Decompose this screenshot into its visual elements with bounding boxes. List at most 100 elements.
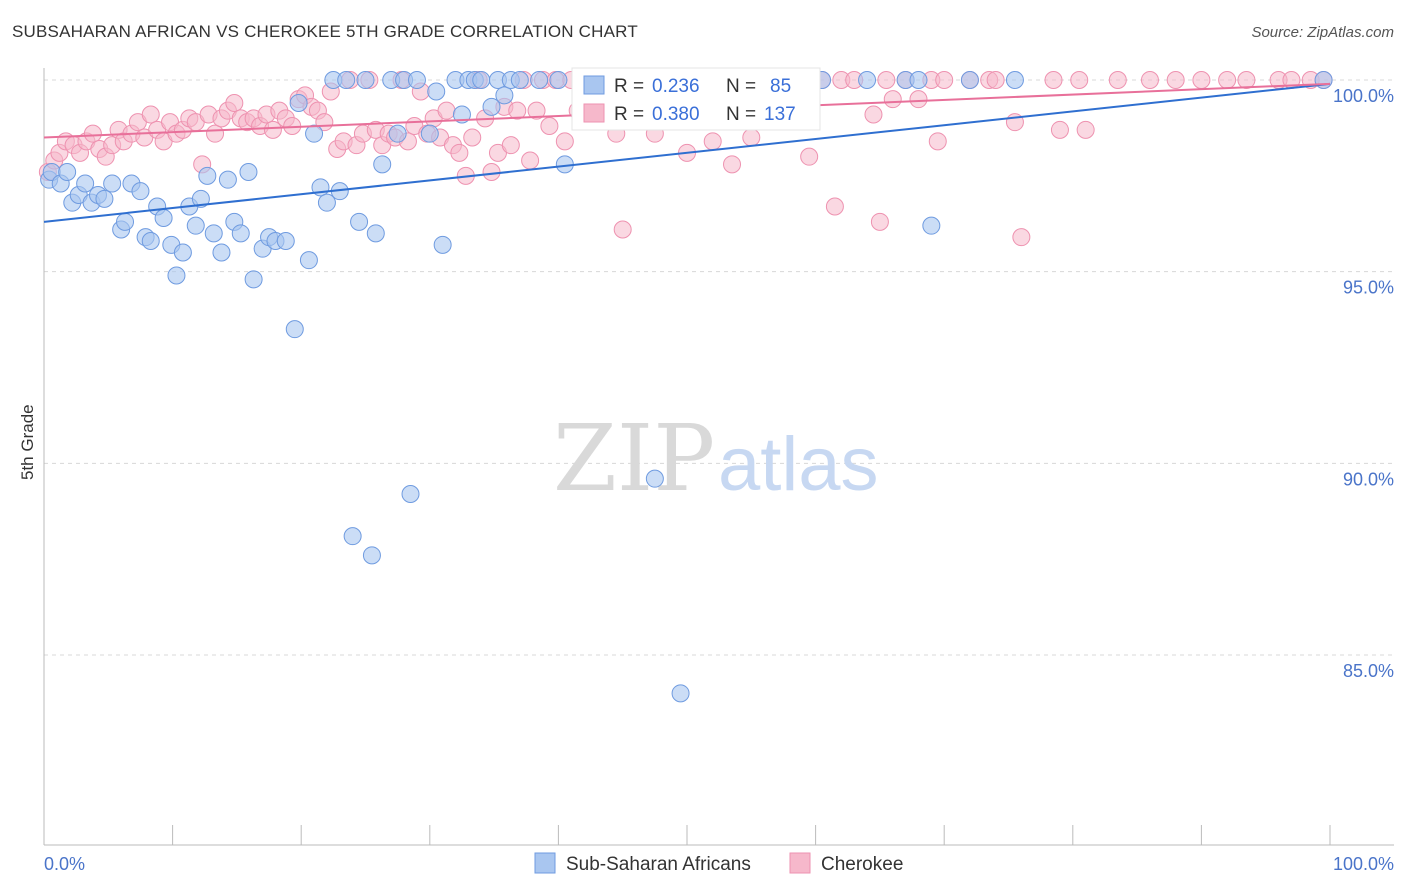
cherokee-point	[225, 94, 244, 112]
stats-pink-r-value: 0.380	[652, 104, 700, 125]
cherokee-point	[723, 155, 742, 174]
cherokee-point	[463, 128, 482, 147]
axes	[43, 68, 1394, 846]
sub-saharan-point	[218, 170, 237, 189]
stats-blue-swatch	[583, 75, 605, 95]
sub-saharan-point	[858, 71, 877, 89]
sub-saharan-point	[433, 235, 452, 254]
cherokee-point	[1108, 71, 1127, 89]
stats-blue-n-value: 85	[770, 76, 791, 97]
legend-label-cherokee: Cherokee	[821, 854, 903, 875]
sub-saharan-point	[76, 174, 95, 193]
stats-pink-n-value: 137	[764, 104, 796, 125]
sub-saharan-points	[40, 71, 1333, 703]
legend-label-sub-saharan: Sub-Saharan Africans	[566, 854, 751, 875]
stats-blue-n-label: N =	[726, 76, 756, 97]
sub-saharan-point	[305, 124, 324, 143]
sub-saharan-point	[960, 71, 979, 89]
sub-saharan-point	[276, 232, 295, 250]
sub-saharan-point	[167, 266, 186, 285]
cherokee-point	[703, 132, 722, 151]
sub-saharan-point	[244, 270, 263, 289]
legend: Sub-Saharan Africans Cherokee	[534, 852, 903, 875]
sub-saharan-point	[362, 546, 381, 565]
cherokee-point	[1237, 71, 1256, 89]
cherokee-point	[870, 212, 889, 231]
stats-box-frame	[571, 67, 821, 131]
cherokee-point	[1140, 71, 1159, 89]
sub-saharan-point	[204, 224, 223, 243]
source-credit: Source: ZipAtlas.com	[1251, 24, 1394, 41]
watermark-zip: ZIP	[553, 405, 715, 512]
cherokee-point	[263, 120, 282, 139]
cherokee-point	[928, 132, 947, 151]
cherokee-point	[986, 71, 1005, 89]
sub-saharan-point	[1005, 71, 1024, 89]
sub-saharan-point	[343, 527, 362, 546]
sub-saharan-point	[356, 71, 375, 89]
sub-saharan-point	[198, 166, 217, 185]
sub-saharan-point	[407, 71, 426, 89]
cherokee-point	[1166, 71, 1185, 89]
cherokee-point	[437, 101, 456, 120]
sub-saharan-point	[482, 97, 501, 116]
cherokee-point	[555, 132, 574, 151]
stats-pink-r-label: R =	[614, 104, 644, 125]
cherokee-point	[1012, 228, 1031, 247]
cherokee-point	[450, 143, 469, 162]
y-tick-label: 85.0%	[1343, 661, 1394, 681]
cherokee-point	[521, 151, 540, 170]
sub-saharan-point	[131, 182, 150, 201]
cherokee-point	[935, 71, 954, 89]
sub-saharan-point	[350, 212, 369, 231]
stats-blue-r-label: R =	[614, 76, 644, 97]
sub-saharan-point	[645, 469, 664, 488]
sub-saharan-point	[549, 71, 568, 89]
sub-saharan-point	[239, 163, 258, 181]
cherokee-point	[1070, 71, 1089, 89]
sub-saharan-point	[909, 71, 928, 89]
sub-saharan-point	[420, 124, 439, 143]
sub-saharan-point	[472, 71, 491, 89]
sub-saharan-point	[530, 71, 549, 89]
chart-title: SUBSAHARAN AFRICAN VS CHEROKEE 5TH GRADE…	[12, 22, 638, 41]
cherokee-point	[864, 105, 883, 124]
sub-saharan-point	[285, 320, 304, 339]
cherokee-point	[482, 163, 501, 181]
y-tick-label: 90.0%	[1343, 469, 1394, 489]
stats-blue-r-value: 0.236	[652, 76, 700, 97]
sub-saharan-point	[401, 485, 420, 503]
cherokee-point	[527, 101, 546, 120]
sub-saharan-point	[388, 124, 407, 143]
sub-saharan-point	[186, 216, 205, 235]
legend-swatch-sub-saharan	[534, 852, 556, 874]
sub-saharan-point	[317, 193, 336, 212]
stats-box: R = 0.236 N = 85 R = 0.380 N = 137	[571, 67, 821, 131]
cherokee-point	[825, 197, 844, 216]
sub-saharan-point	[337, 71, 356, 89]
y-tick-labels: 100.0% 95.0% 90.0% 85.0%	[1333, 86, 1394, 681]
cherokee-point	[1076, 120, 1095, 139]
sub-saharan-point	[671, 684, 690, 703]
cherokee-point	[883, 90, 902, 109]
sub-saharan-point	[299, 251, 318, 270]
cherokee-point	[800, 147, 819, 166]
cherokee-point	[206, 124, 225, 143]
cherokee-point	[508, 101, 527, 120]
cherokee-point	[1044, 71, 1063, 89]
y-tick-label: 95.0%	[1343, 278, 1394, 298]
legend-swatch-cherokee	[789, 852, 811, 874]
cherokee-point	[1192, 71, 1211, 89]
sub-saharan-point	[212, 243, 231, 262]
cherokee-point	[1218, 71, 1237, 89]
cherokee-point	[83, 124, 102, 143]
sub-saharan-trend-line	[43, 82, 1331, 223]
watermark-atlas: atlas	[718, 422, 879, 507]
cherokee-point	[909, 90, 928, 109]
x-tick-labels: 0.0% 100.0%	[44, 854, 1394, 874]
x-tick-label-min: 0.0%	[44, 854, 85, 874]
sub-saharan-point	[58, 163, 77, 181]
sub-saharan-point	[922, 216, 941, 235]
sub-saharan-point	[452, 105, 471, 124]
